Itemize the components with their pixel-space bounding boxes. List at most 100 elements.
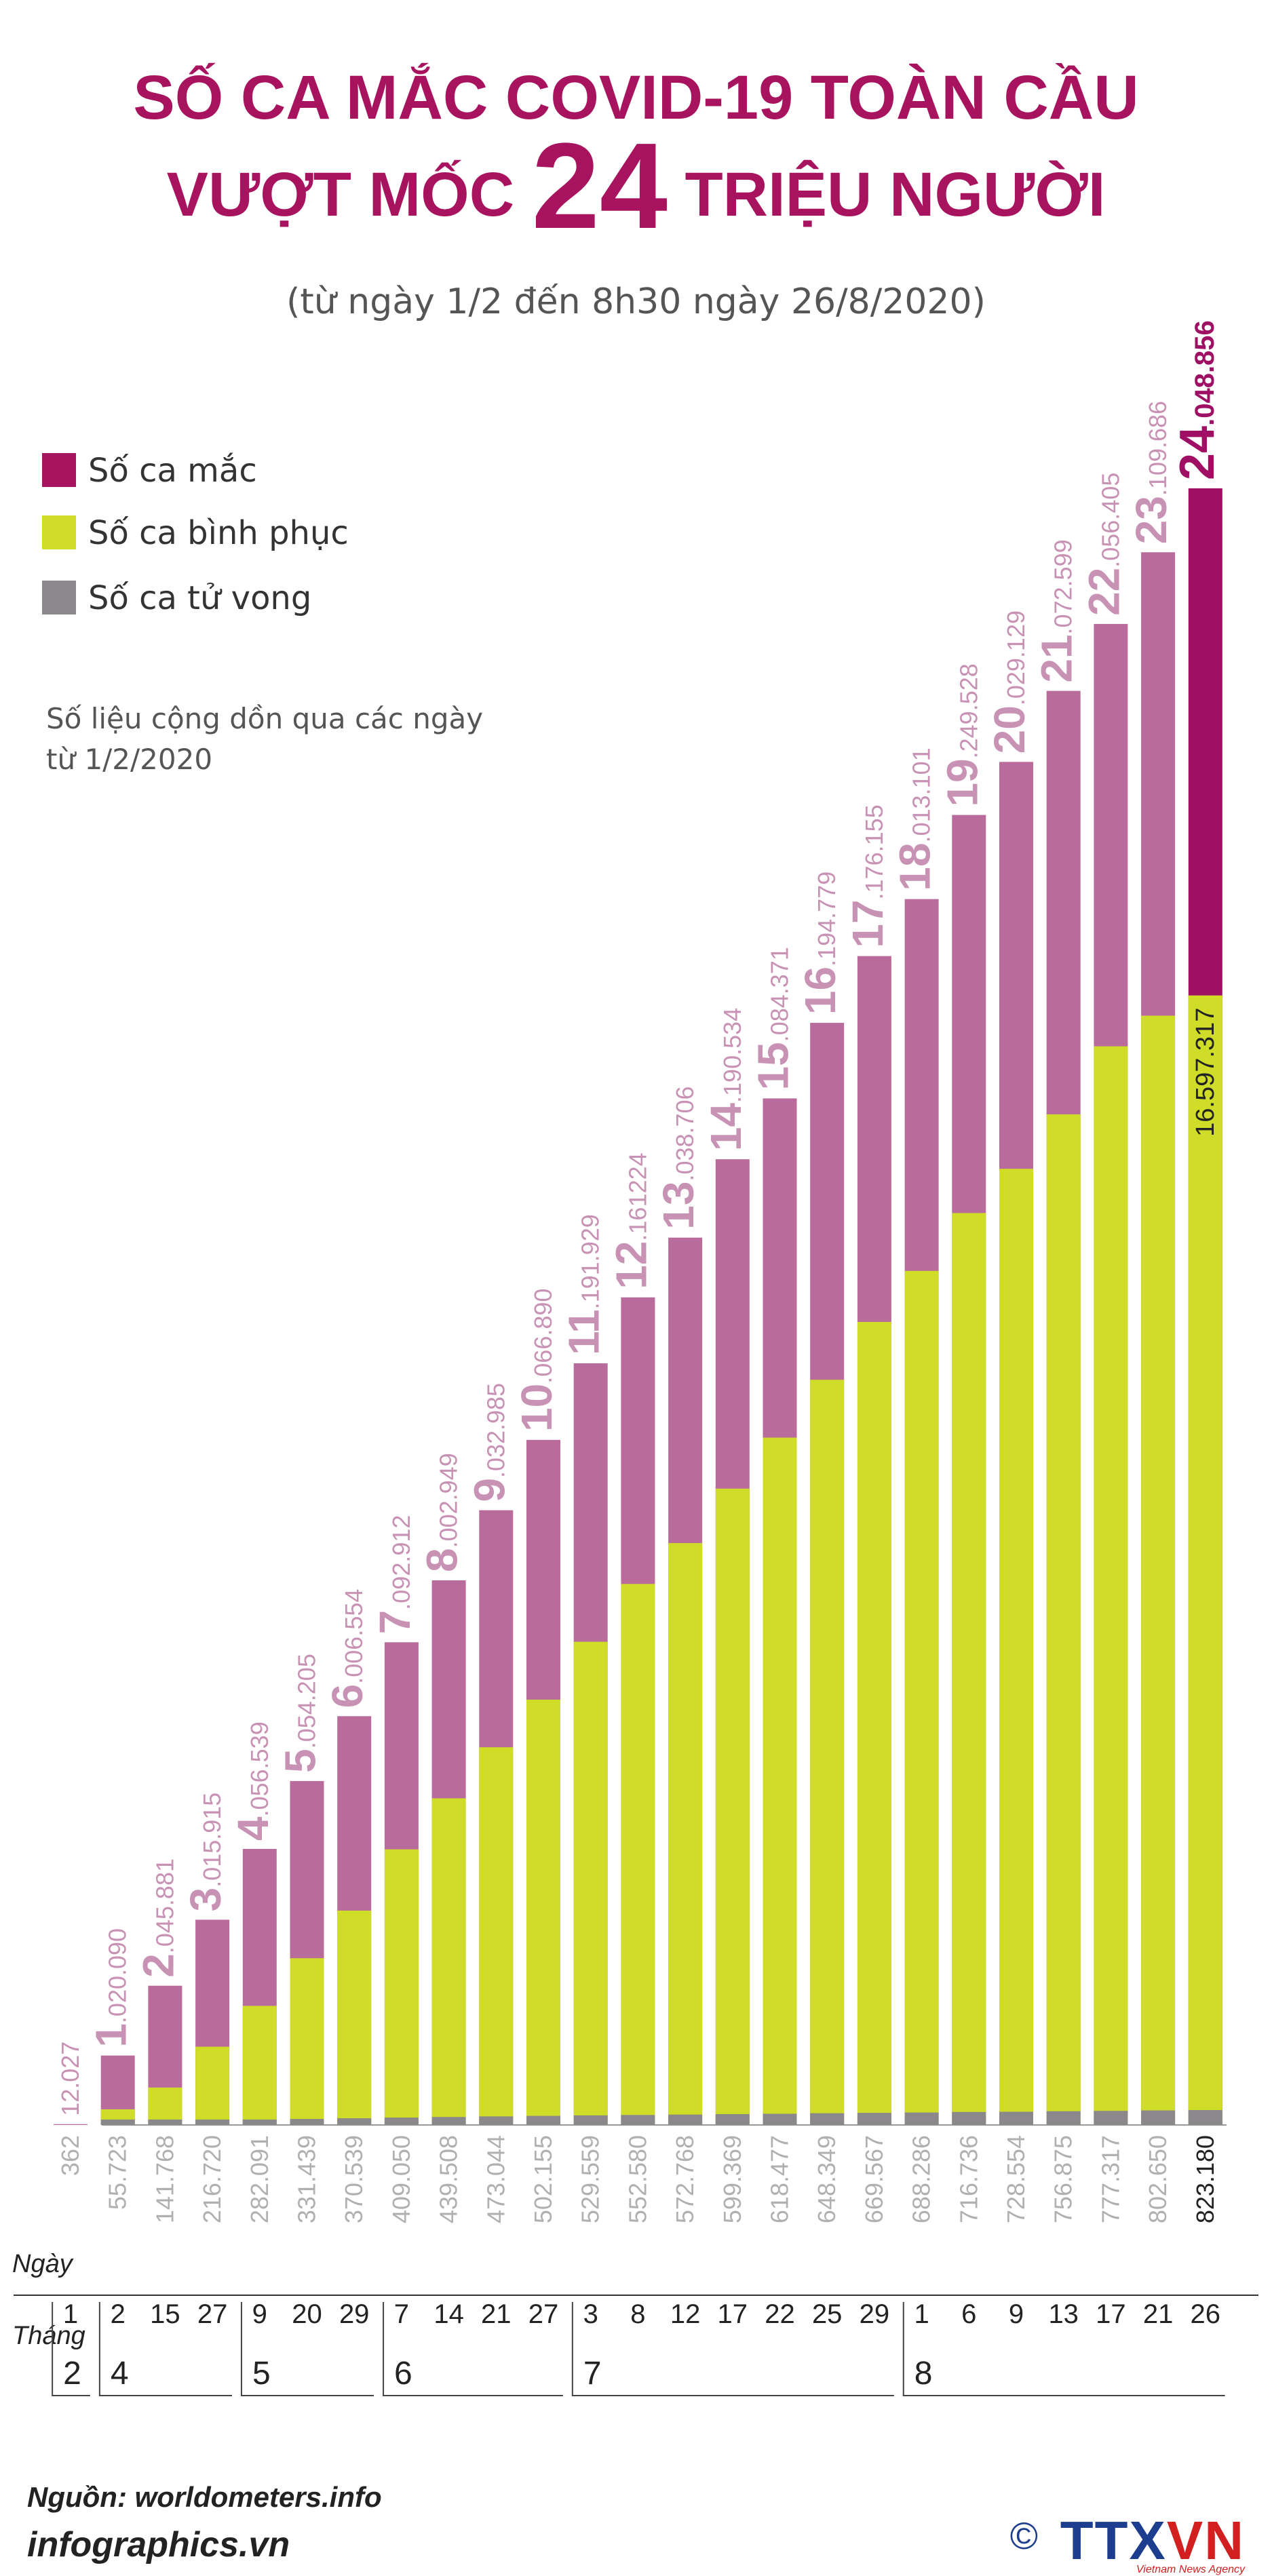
case-label-small-14: .190.534 (718, 1008, 746, 1103)
case-label-small-2: .045.881 (151, 1858, 178, 1953)
day-label-19: 6 (961, 2299, 976, 2329)
case-label-14: 14.190.534 (701, 1008, 750, 1151)
case-label-big-19: 19 (938, 758, 986, 806)
source-label: Nguồn: worldometers.info (27, 2481, 382, 2513)
case-label-4: 4.056.539 (229, 1721, 277, 1841)
bar-deaths-5 (290, 2119, 324, 2125)
bar-recovered-2 (148, 2087, 182, 2125)
title-line-1: SỐ CA MẮC COVID-19 TOÀN CẦU (133, 63, 1139, 132)
bar-deaths-15 (763, 2113, 797, 2125)
case-label-small-3: .015.915 (198, 1793, 226, 1888)
day-label-14: 17 (718, 2299, 748, 2329)
death-label-7: 409.050 (387, 2135, 415, 2223)
bar-recovered-12 (621, 1584, 655, 2125)
title-big-number: 24 (531, 118, 668, 254)
death-label-19: 716.736 (955, 2135, 982, 2223)
case-label-big-17: 17 (843, 899, 892, 948)
case-label-big-3: 3 (181, 1888, 230, 1912)
day-label-23: 21 (1143, 2299, 1174, 2329)
death-label-8: 439.508 (435, 2135, 463, 2223)
death-label-3: 216.720 (198, 2135, 226, 2223)
bar-deaths-12 (621, 2115, 655, 2125)
case-label-small-12: .161224 (623, 1152, 651, 1241)
case-label-big-10: 10 (512, 1384, 561, 1432)
case-label-big-9: 9 (465, 1478, 514, 1502)
case-label-big-16: 16 (796, 967, 845, 1015)
death-label-22: 777.317 (1096, 2135, 1124, 2223)
case-label-15: 15.084.371 (749, 947, 798, 1090)
case-label-small-10: .066.890 (529, 1289, 557, 1384)
day-label-16: 25 (812, 2299, 843, 2329)
case-label-small-4: .056.539 (246, 1721, 273, 1816)
case-label-small-0: 12.027 (56, 2042, 84, 2116)
case-label-6: 6.006.554 (323, 1589, 372, 1709)
case-label-big-5: 5 (276, 1749, 325, 1773)
day-label-15: 22 (765, 2299, 795, 2329)
case-label-big-2: 2 (134, 1953, 182, 1978)
bar-deaths-7 (384, 2118, 419, 2125)
month-label-1: 4 (111, 2356, 129, 2392)
bar-deaths-22 (1094, 2111, 1128, 2125)
bar-deaths-11 (573, 2115, 608, 2125)
death-label-5: 331.439 (293, 2135, 321, 2223)
case-label-22: 22.056.405 (1079, 473, 1128, 616)
case-label-big-20: 20 (985, 705, 1034, 754)
bar-recovered-22 (1094, 1046, 1128, 2125)
month-label-5: 8 (914, 2356, 933, 2392)
case-label-big-11: 11 (560, 1309, 609, 1355)
month-bracket-3 (383, 2302, 563, 2396)
case-label-17: 17.176.155 (843, 804, 892, 948)
month-bracket-2 (240, 2302, 374, 2396)
day-label-10: 27 (528, 2299, 559, 2329)
month-bracket-5 (902, 2302, 1225, 2396)
month-label-2: 5 (252, 2356, 271, 2392)
day-label-12: 8 (630, 2299, 645, 2329)
day-label-24: 26 (1191, 2299, 1221, 2329)
cumulative-note: Số liệu cộng dồn qua các ngày từ 1/2/202… (46, 702, 484, 776)
day-label-21: 13 (1048, 2299, 1079, 2329)
bar-deaths-24 (1188, 2110, 1222, 2125)
case-label-small-17: .176.155 (860, 804, 888, 899)
month-bracket-0 (52, 2302, 90, 2396)
day-label-6: 29 (339, 2299, 370, 2329)
month-bracket-4 (571, 2302, 894, 2396)
legend-label-deaths: Số ca tử vong (88, 579, 312, 617)
case-label-big-24: 24 (1170, 426, 1225, 480)
case-label-big-22: 22 (1079, 568, 1128, 616)
bar-recovered-9 (479, 1747, 514, 2125)
legend-swatch-deaths (42, 581, 76, 614)
case-label-small-18: .013.101 (908, 747, 936, 842)
case-label-small-1: .020.090 (104, 1928, 132, 2023)
death-label-10: 502.155 (529, 2135, 557, 2223)
bar-recovered-5 (290, 1958, 324, 2125)
month-label-4: 7 (583, 2356, 602, 2392)
case-label-big-14: 14 (701, 1103, 750, 1152)
death-label-17: 669.567 (860, 2135, 888, 2223)
case-label-1: 1.020.090 (87, 1928, 136, 2048)
bar-recovered-18 (904, 1270, 939, 2125)
death-label-11: 529.559 (577, 2135, 604, 2223)
case-label-big-1: 1 (87, 2023, 136, 2048)
bar-deaths-23 (1141, 2110, 1176, 2125)
copyright-icon: © (1009, 2514, 1038, 2557)
bar-recovered-23 (1141, 1015, 1176, 2125)
case-label-small-19: .249.528 (955, 663, 982, 758)
title-line-2: VƯỢT MỐC 24 TRIỆU NGƯỜI (0, 125, 1272, 248)
bar-recovered-14 (715, 1488, 750, 2125)
ttxvn-logo: © TTXVN Vietnam News Agency (1010, 2510, 1245, 2575)
case-label-small-13: .038.706 (671, 1086, 699, 1181)
day-axis-label: Ngày (12, 2250, 74, 2278)
bar-deaths-14 (715, 2113, 750, 2125)
case-label-big-23: 23 (1127, 496, 1176, 544)
case-label-small-6: .006.554 (340, 1589, 368, 1684)
bar-recovered-11 (573, 1641, 608, 2125)
case-label-23: 23.109.686 (1127, 401, 1176, 544)
bar-deaths-18 (904, 2112, 939, 2125)
case-label-big-7: 7 (370, 1610, 419, 1635)
day-label-2: 15 (150, 2299, 180, 2329)
site-name: infographics.vn (27, 2525, 290, 2564)
case-label-small-9: .032.985 (482, 1383, 509, 1478)
month-label-0: 2 (63, 2356, 81, 2392)
death-label-14: 599.369 (718, 2135, 746, 2223)
